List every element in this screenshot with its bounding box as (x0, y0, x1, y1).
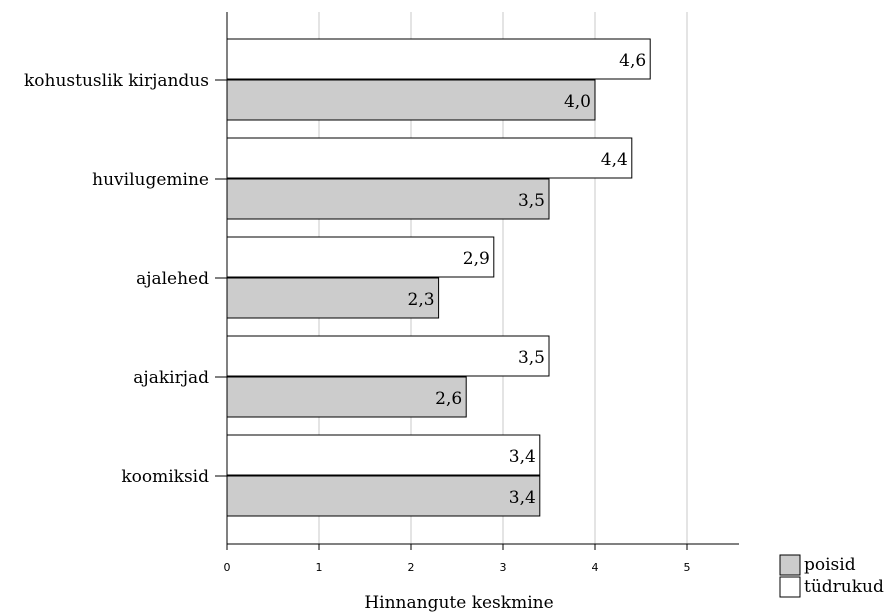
bar-poisid-4 (226, 475, 541, 517)
axes (215, 12, 739, 550)
x-tick-label-3: 3 (500, 561, 507, 574)
bar-tüdrukud-1 (226, 137, 633, 179)
value-label-poisid-2: 2,3 (408, 290, 435, 310)
category-label-4: koomiksid (121, 467, 209, 487)
value-label-tüdrukud-3: 3,5 (518, 348, 545, 368)
value-label-poisid-4: 3,4 (509, 488, 536, 508)
legend-label-tüdrukud: tüdrukud (804, 577, 884, 597)
bar-poisid-2 (226, 277, 440, 319)
category-label-2: ajalehed (136, 269, 209, 289)
value-label-tüdrukud-0: 4,6 (619, 51, 646, 71)
bar-poisid-0 (226, 79, 596, 121)
labels: 4,6 4,0 kohustuslik kirjandus 4,4 3,5 huvilug… (24, 51, 691, 574)
x-tick-label-4: 4 (592, 561, 599, 574)
bar-poisid-1 (226, 178, 550, 220)
value-label-poisid-1: 3,5 (518, 191, 545, 211)
category-label-1: huvilugemine (92, 170, 209, 190)
value-label-tüdrukud-2: 2,9 (463, 249, 490, 269)
x-tick-label-1: 1 (316, 561, 323, 574)
legend-swatch-tüdrukud (779, 576, 801, 598)
legend-label-poisid: poisid (804, 555, 856, 575)
bar-tüdrukud-4 (226, 434, 541, 476)
bar-poisid-3 (226, 376, 467, 418)
value-label-tüdrukud-1: 4,4 (601, 150, 628, 170)
bar-tüdrukud-3 (226, 335, 550, 377)
x-tick-label-0: 0 (224, 561, 231, 574)
bars (226, 38, 651, 517)
category-label-0: kohustuslik kirjandus (24, 71, 209, 91)
category-label-3: ajakirjad (133, 368, 209, 388)
legend-swatch-poisid (779, 554, 801, 576)
value-label-poisid-0: 4,0 (564, 92, 591, 112)
x-tick-label-2: 2 (408, 561, 415, 574)
bar-tüdrukud-0 (226, 38, 651, 80)
value-label-poisid-3: 2,6 (435, 389, 462, 409)
value-label-tüdrukud-4: 3,4 (509, 447, 536, 467)
bar-tüdrukud-2 (226, 236, 495, 278)
x-tick-label-5: 5 (684, 561, 691, 574)
x-axis-title: Hinnangute keskmine (364, 593, 553, 613)
